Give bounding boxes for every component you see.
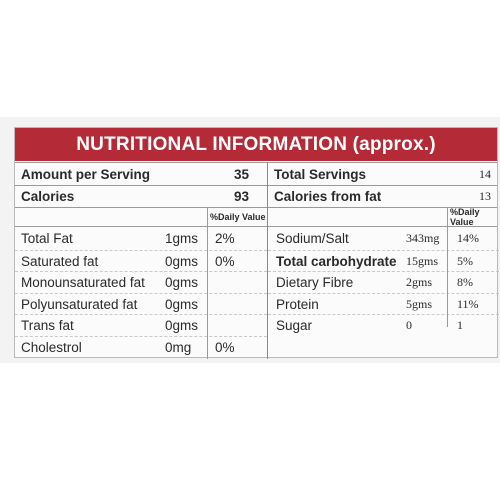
nutrient-name: Monounsaturated fat (21, 275, 145, 291)
daily-value-header-left: %Daily Value (210, 211, 266, 222)
nutrient-row: Dietary Fibre 2gms 8% (268, 271, 499, 294)
summary-row-serving: Amount per Serving 35 Total Servings 14 (15, 163, 497, 185)
nutrient-amount: 5gms (406, 296, 433, 311)
summary-row-calories: Calories 93 Calories from fat 13 (15, 185, 497, 207)
nutrient-row: Saturated fat 0gms 0% (15, 249, 267, 273)
nutrient-daily-value: 11% (457, 296, 479, 311)
nutrient-name: Sugar (276, 318, 313, 334)
nutrient-name: Sodium/Salt (276, 231, 349, 247)
divider (15, 207, 497, 208)
divider (15, 162, 497, 163)
amount-per-serving-label: Amount per Serving (21, 166, 151, 182)
nutrient-amount: 0mg (165, 339, 192, 355)
nutrient-name: Total carbohydrate (276, 253, 397, 269)
column-divider (267, 162, 268, 359)
nutrient-name: Total Fat (21, 231, 73, 247)
nutrient-daily-value: 1 (457, 318, 463, 333)
nutrient-row: Trans fat 0gms (15, 314, 267, 337)
nutrient-amount: 0gms (165, 253, 199, 269)
daily-value-header-row: %Daily Value %Daily Value (15, 206, 497, 227)
calories-from-fat-value: 13 (479, 188, 491, 203)
nutrient-daily-value: 14% (457, 231, 479, 246)
nutrient-amount: 0gms (165, 296, 199, 312)
column-divider (207, 207, 208, 359)
nutrient-amount: 0gms (165, 318, 199, 334)
nutrient-row: Sodium/Salt 343mg 14% (268, 228, 499, 250)
nutrition-facts-table: NUTRITIONAL INFORMATION (approx.) Amount… (14, 127, 499, 359)
nutrient-daily-value (207, 315, 267, 337)
column-divider (447, 207, 448, 327)
nutrient-name: Dietary Fibre (276, 275, 354, 291)
nutrient-daily-value (207, 294, 267, 316)
total-servings-value: 14 (479, 166, 491, 181)
nutrient-daily-value: 5% (457, 253, 473, 268)
nutrient-name: Protein (276, 296, 319, 312)
nutrient-amount: 1gms (165, 231, 199, 247)
nutrient-amount: 2gms (406, 275, 433, 290)
divider (15, 226, 497, 227)
nutrient-row: Protein 5gms 11% (268, 292, 499, 316)
nutrient-row: Total Fat 1gms 2% (15, 228, 267, 250)
nutrient-daily-value: 2% (215, 231, 235, 247)
nutrient-daily-value: 8% (457, 275, 473, 290)
nutrient-row: Total carbohydrate 15gms 5% (268, 249, 499, 273)
nutrient-amount: 343mg (406, 231, 440, 246)
nutrient-row: Polyunsaturated fat 0gms (15, 292, 267, 316)
table-title: NUTRITIONAL INFORMATION (approx.) (15, 128, 497, 161)
daily-value-header-right: %Daily Value (450, 206, 480, 227)
nutrient-name: Cholestrol (21, 339, 82, 355)
nutrient-daily-value: 0% (215, 253, 235, 269)
nutrient-name: Trans fat (21, 318, 74, 334)
nutrient-name: Polyunsaturated fat (21, 296, 138, 312)
divider (15, 185, 497, 186)
nutrient-daily-value: 0% (215, 339, 235, 355)
nutrient-daily-value (207, 272, 267, 294)
nutrient-amount: 15gms (406, 253, 439, 268)
amount-per-serving-value: 35 (233, 166, 249, 182)
calories-from-fat-label: Calories from fat (274, 188, 382, 204)
total-servings-label: Total Servings (274, 166, 367, 182)
calories-value: 93 (233, 188, 249, 204)
calories-label: Calories (21, 188, 75, 204)
nutrient-row: Cholestrol 0mg 0% (15, 335, 267, 359)
nutrient-amount: 0 (406, 318, 412, 333)
nutrient-row: Monounsaturated fat 0gms (15, 271, 267, 294)
nutrient-amount: 0gms (165, 275, 199, 291)
nutrient-row: Sugar 0 1 (268, 314, 499, 337)
nutrient-name: Saturated fat (21, 253, 99, 269)
